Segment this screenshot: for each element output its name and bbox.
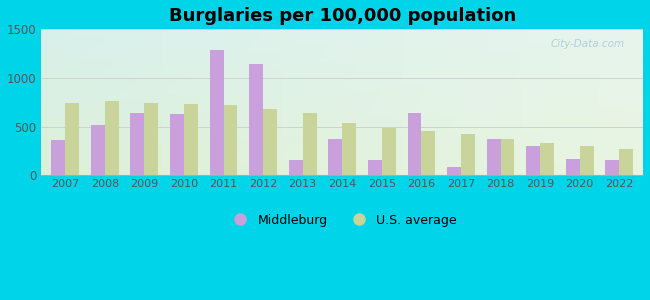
Bar bbox=[461, 134, 475, 175]
Bar bbox=[65, 103, 79, 175]
Bar bbox=[605, 160, 619, 175]
Legend: Middleburg, U.S. average: Middleburg, U.S. average bbox=[224, 210, 461, 230]
Bar bbox=[224, 105, 237, 175]
Bar bbox=[619, 149, 633, 175]
Bar bbox=[105, 101, 118, 175]
Bar bbox=[382, 128, 396, 175]
Bar bbox=[131, 113, 144, 175]
Bar bbox=[526, 146, 540, 175]
Bar bbox=[368, 160, 382, 175]
Bar bbox=[303, 113, 317, 175]
Bar bbox=[328, 139, 343, 175]
Bar bbox=[566, 159, 580, 175]
Bar bbox=[421, 130, 436, 175]
Bar bbox=[249, 64, 263, 175]
Text: City-Data.com: City-Data.com bbox=[551, 40, 625, 50]
Bar bbox=[144, 103, 158, 175]
Bar bbox=[487, 139, 501, 175]
Bar bbox=[580, 146, 593, 175]
Bar bbox=[408, 113, 421, 175]
Bar bbox=[500, 139, 514, 175]
Bar bbox=[210, 50, 224, 175]
Bar bbox=[91, 125, 105, 175]
Bar bbox=[170, 114, 184, 175]
Bar bbox=[289, 160, 303, 175]
Title: Burglaries per 100,000 population: Burglaries per 100,000 population bbox=[168, 7, 516, 25]
Bar bbox=[540, 143, 554, 175]
Bar bbox=[343, 123, 356, 175]
Bar bbox=[184, 104, 198, 175]
Bar bbox=[447, 167, 461, 175]
Bar bbox=[51, 140, 65, 175]
Bar bbox=[263, 109, 277, 175]
